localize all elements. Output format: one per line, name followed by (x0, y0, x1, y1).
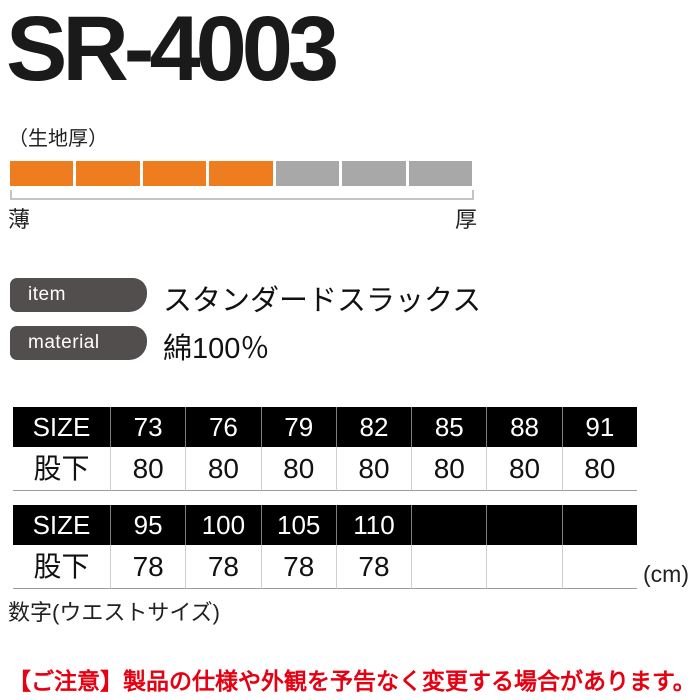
gauge-segment (209, 161, 273, 186)
gauge-thin-label: 薄 (8, 207, 31, 232)
size-table-header-cell: 91 (561, 407, 637, 447)
gauge-segment (10, 161, 74, 186)
unit-label: (cm) (643, 561, 689, 587)
size-table-header-cell: 110 (335, 505, 412, 545)
size-table-header-cell (411, 505, 487, 545)
size-table-header-cell: 76 (185, 407, 261, 447)
size-table-header-cell: 85 (411, 407, 487, 447)
gauge-segment (275, 161, 340, 186)
gauge-thick-label: 厚 (455, 207, 478, 232)
size-table-cell: 78 (260, 545, 336, 589)
size-table-row-label: 股下 (13, 545, 110, 589)
size-table-cell: 80 (486, 447, 562, 491)
size-table-header-cell: 88 (486, 407, 562, 447)
gauge-segment (408, 161, 472, 186)
size-table-cell: 78 (335, 545, 412, 589)
size-table-cell (561, 545, 637, 589)
fabric-gauge-bar (10, 161, 472, 186)
gauge-bracket (10, 190, 474, 200)
size-table-2: SIZE 95 100 105 110 股下 78 78 78 78 (13, 505, 637, 589)
size-table-header-cell (486, 505, 562, 545)
gauge-segment (142, 161, 207, 186)
size-table-cell (486, 545, 562, 589)
size-table-cell: 78 (110, 545, 186, 589)
size-table-header-cell (561, 505, 637, 545)
size-table-header-cell: 95 (110, 505, 186, 545)
size-table-cell: 80 (110, 447, 186, 491)
material-value: 綿100％ (163, 333, 270, 365)
item-badge: item (10, 278, 147, 312)
size-table-cell: 80 (561, 447, 637, 491)
material-badge: material (10, 326, 147, 360)
size-table-header-cell: SIZE (13, 505, 110, 545)
size-table-header-cell: SIZE (13, 407, 110, 447)
size-table-1: SIZE 73 76 79 82 85 88 91 股下 80 80 80 80… (13, 407, 637, 491)
size-table-header-cell: 82 (335, 407, 412, 447)
item-value: スタンダードスラックス (163, 285, 482, 317)
size-table-header-cell: 79 (260, 407, 336, 447)
size-table-cell: 80 (335, 447, 412, 491)
product-code-title: SR-4003 (6, 0, 339, 100)
size-table-cell: 80 (411, 447, 487, 491)
size-table-cell: 80 (185, 447, 261, 491)
size-table-cell: 78 (185, 545, 261, 589)
waist-size-note: 数字(ウエストサイズ) (8, 600, 220, 625)
notice-text: 【ご注意】製品の仕様や外観を予告なく変更する場合があります。 (8, 668, 696, 694)
size-table-cell: 80 (260, 447, 336, 491)
gauge-segment (76, 161, 140, 186)
size-table-header-cell: 73 (110, 407, 186, 447)
fabric-thickness-label: （生地厚） (8, 128, 108, 150)
size-table-cell (411, 545, 487, 589)
size-table-row-label: 股下 (13, 447, 110, 491)
size-table-header-cell: 105 (260, 505, 336, 545)
gauge-segment (342, 161, 406, 186)
size-table-header-cell: 100 (185, 505, 261, 545)
